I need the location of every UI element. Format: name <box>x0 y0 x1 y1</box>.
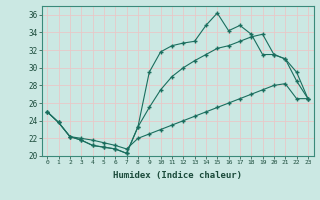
X-axis label: Humidex (Indice chaleur): Humidex (Indice chaleur) <box>113 171 242 180</box>
